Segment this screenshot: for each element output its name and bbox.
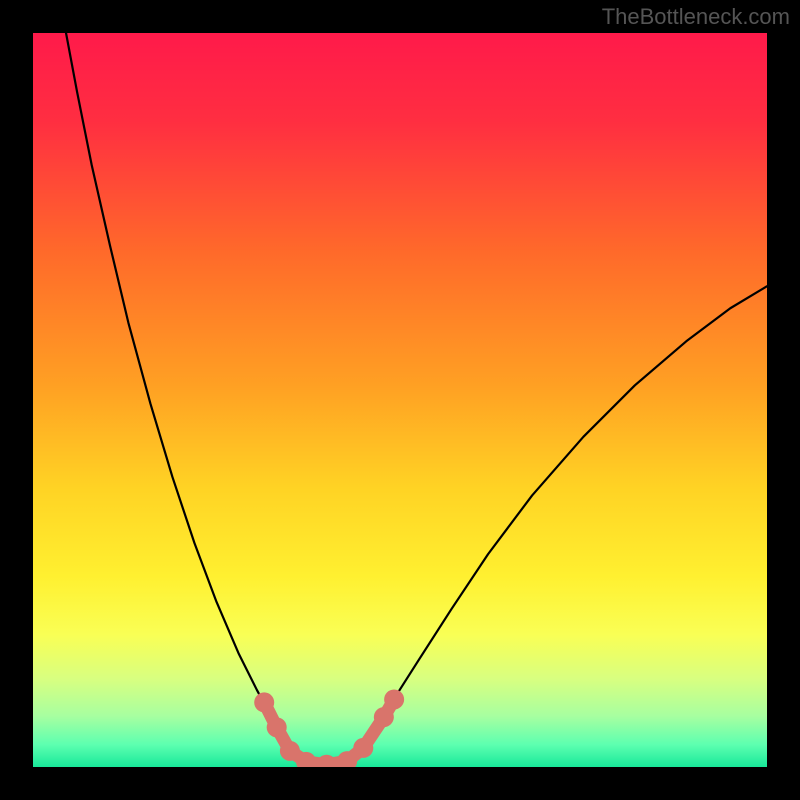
marker-point	[374, 707, 394, 727]
marker-point	[353, 738, 373, 758]
plot-background	[33, 33, 767, 767]
chart-svg	[0, 0, 800, 800]
marker-point	[384, 689, 404, 709]
watermark-text: TheBottleneck.com	[602, 4, 790, 30]
marker-point	[267, 717, 287, 737]
marker-point	[254, 692, 274, 712]
chart-stage: TheBottleneck.com	[0, 0, 800, 800]
